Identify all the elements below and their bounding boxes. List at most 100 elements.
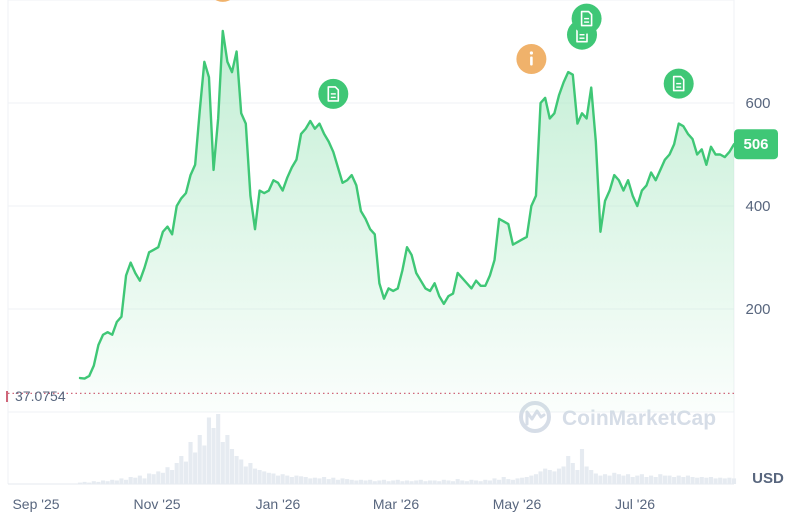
volume-bar (501, 477, 506, 484)
volume-bar (441, 479, 446, 484)
volume-bar (593, 473, 598, 484)
volume-bar (547, 470, 552, 484)
current-price-badge (734, 129, 778, 160)
volume-bar (331, 477, 336, 484)
x-tick-label: Nov '25 (133, 496, 180, 512)
volume-bar (183, 461, 188, 484)
volume-bar (400, 481, 405, 484)
volume-bar (308, 478, 313, 484)
volume-bar (464, 481, 469, 484)
volume-bar (635, 475, 640, 484)
current-price-tag: 506 (734, 129, 778, 160)
volume-bar (188, 442, 193, 484)
volume-bar (427, 480, 433, 484)
volume-bar (110, 479, 115, 484)
volume-bar (649, 475, 654, 484)
volume-bar (193, 452, 198, 484)
volume-bar (570, 463, 575, 484)
volume-bar (695, 477, 700, 484)
volume-bar (137, 475, 142, 484)
volume-bar (239, 459, 244, 484)
volume-bar (575, 470, 580, 484)
volume-bar (197, 435, 202, 484)
volume-bar (616, 474, 621, 484)
volume-bar (515, 478, 520, 484)
volume-bar (395, 479, 400, 484)
volume-bar (77, 482, 83, 484)
volume-bar (409, 481, 414, 484)
volume-bar (257, 470, 262, 484)
volume-bar (418, 479, 423, 484)
volume-bar (160, 472, 165, 484)
volume-bar (381, 479, 387, 484)
volume-bar (437, 481, 442, 484)
volume-bar (340, 478, 345, 484)
volume-bar (377, 480, 382, 484)
volume-bar (303, 477, 308, 484)
volume-bar (262, 471, 267, 484)
volume-bar (506, 479, 511, 484)
volume-bar (524, 477, 529, 484)
volume-bar (386, 481, 391, 484)
document-icon (672, 75, 685, 92)
volume-bar (363, 480, 368, 484)
volume-bar (492, 478, 497, 484)
volume-bar (275, 475, 281, 484)
volume-bar (713, 478, 718, 484)
x-tick-label: Jan '26 (256, 496, 301, 512)
volume-bar (497, 479, 502, 484)
volume-bar (718, 477, 723, 484)
volume-bar (727, 477, 732, 484)
volume-bar (225, 435, 230, 484)
volume-bar (612, 472, 617, 484)
news-event-marker[interactable] (663, 68, 694, 99)
current-price-value: 506 (743, 136, 768, 153)
volume-bar (653, 477, 658, 484)
volume-bar (229, 449, 235, 484)
y-axis: 200 400 600 (745, 95, 770, 318)
volume-bar (335, 479, 340, 484)
volume-bar (216, 414, 221, 484)
volume-bar (285, 475, 290, 484)
volume-bar (322, 477, 327, 484)
volume-bar (455, 479, 460, 484)
info-event-marker[interactable] (516, 44, 547, 74)
volume-bar (667, 475, 672, 484)
volume-bar (630, 477, 635, 484)
volume-bar (483, 479, 488, 484)
info-event-marker[interactable] (208, 0, 238, 2)
volume-bar (100, 480, 106, 484)
x-tick-label: May '26 (493, 496, 542, 512)
volume-bar (556, 468, 562, 484)
volume-bar (404, 480, 410, 484)
volume-bar (704, 477, 709, 484)
volume-bar (538, 471, 543, 484)
volume-bar (280, 474, 285, 484)
volume-bar (271, 473, 276, 484)
volume-bar (87, 482, 92, 484)
volume-bar (520, 477, 525, 484)
volume-bar (243, 466, 248, 484)
news-event-marker[interactable] (571, 3, 602, 34)
volume-bar (708, 477, 714, 484)
x-tick-label: Jul '26 (615, 496, 655, 512)
volume-bar (211, 428, 216, 484)
volume-bar (450, 481, 456, 484)
volume-bar (685, 475, 691, 484)
news-event-marker[interactable] (318, 78, 349, 109)
x-tick-label: Sep '25 (12, 496, 59, 512)
volume-bar (446, 480, 451, 484)
volume-bar (607, 475, 612, 484)
volume-bar (151, 474, 156, 484)
volume-bar (469, 479, 474, 484)
volume-bar (368, 479, 373, 484)
volume-bar (174, 463, 179, 484)
volume-bar (460, 480, 465, 484)
event-markers[interactable] (208, 0, 694, 109)
volume-bar (289, 477, 294, 484)
volume-bar (202, 445, 207, 484)
x-tick-label: Mar '26 (373, 496, 419, 512)
y-tick-label: 600 (745, 95, 770, 112)
